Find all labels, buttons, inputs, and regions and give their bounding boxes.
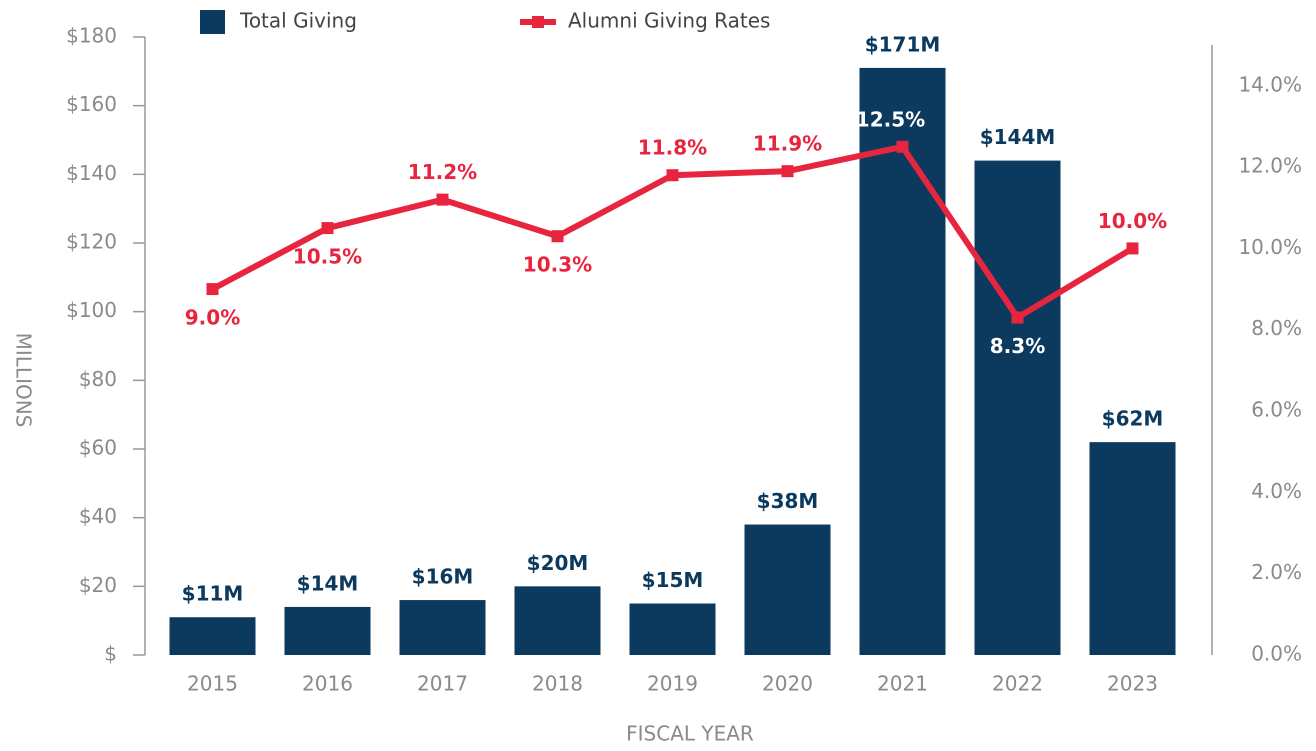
- line-marker: [321, 222, 334, 235]
- y-tick-label: $120: [66, 230, 117, 254]
- line-marker: [1126, 242, 1139, 255]
- y-tick-label: $180: [66, 24, 117, 48]
- y-tick-label: $100: [66, 298, 117, 322]
- y-tick-label: $40: [79, 504, 117, 528]
- x-tick-label: 2018: [532, 672, 583, 696]
- line-marker: [436, 193, 449, 206]
- y-tick-label: $60: [79, 436, 117, 460]
- x-tick-label: 2022: [992, 672, 1043, 696]
- bar: [169, 617, 256, 655]
- bar-value-label: $171M: [865, 32, 941, 56]
- y-axis-label: MILLIONS: [12, 333, 36, 428]
- x-axis-label: FISCAL YEAR: [626, 722, 754, 746]
- x-tick-label: 2015: [187, 672, 238, 696]
- line-value-label: 10.0%: [1098, 209, 1167, 233]
- line-marker: [1011, 311, 1024, 324]
- bar-value-label: $15M: [642, 568, 704, 592]
- line-value-label: 11.2%: [408, 160, 477, 184]
- legend-swatch: [532, 16, 544, 28]
- x-tick-label: 2020: [762, 672, 813, 696]
- y2-tick-label: 2.0%: [1251, 560, 1302, 584]
- y-tick-label: $160: [66, 92, 117, 116]
- line-value-label: 11.8%: [638, 136, 707, 160]
- y2-tick-label: 6.0%: [1251, 398, 1302, 422]
- bar: [399, 600, 486, 655]
- bar-value-label: $62M: [1102, 407, 1164, 431]
- line-marker: [666, 169, 679, 182]
- line-value-label: 9.0%: [185, 306, 240, 330]
- bar-value-label: $20M: [527, 551, 589, 575]
- legend-swatch: [200, 10, 225, 34]
- line-marker: [896, 140, 909, 153]
- bar-value-label: $11M: [182, 582, 244, 606]
- bar: [859, 67, 946, 655]
- y2-tick-label: 12.0%: [1238, 154, 1302, 178]
- x-tick-label: 2016: [302, 672, 353, 696]
- x-tick-label: 2023: [1107, 672, 1158, 696]
- bar-value-label: $144M: [980, 125, 1056, 149]
- x-tick-label: 2021: [877, 672, 928, 696]
- bar-value-label: $14M: [297, 571, 359, 595]
- line-marker: [781, 165, 794, 178]
- line-marker: [206, 283, 219, 296]
- line-value-label: 12.5%: [856, 107, 925, 131]
- line-marker: [551, 230, 564, 243]
- bar: [629, 603, 716, 655]
- y-tick-label: $: [104, 642, 117, 666]
- bar-value-label: $16M: [412, 565, 474, 589]
- y-tick-label: $140: [66, 161, 117, 185]
- y2-tick-label: 14.0%: [1238, 72, 1302, 96]
- bar-value-label: $38M: [757, 489, 819, 513]
- line-value-label: 8.3%: [990, 334, 1045, 358]
- line-value-label: 10.3%: [523, 253, 592, 277]
- bar: [284, 606, 371, 655]
- y2-tick-label: 4.0%: [1251, 479, 1302, 503]
- y2-tick-label: 0.0%: [1251, 642, 1302, 666]
- bar: [514, 586, 601, 655]
- y-tick-label: $80: [79, 367, 117, 391]
- line-value-label: 10.5%: [293, 245, 362, 269]
- bar: [974, 160, 1061, 655]
- y2-tick-label: 10.0%: [1238, 235, 1302, 259]
- legend-label: Total Giving: [239, 9, 357, 33]
- bar: [744, 524, 831, 655]
- legend-label: Alumni Giving Rates: [568, 9, 770, 33]
- x-tick-label: 2017: [417, 672, 468, 696]
- y-tick-label: $20: [79, 573, 117, 597]
- bar: [1089, 442, 1176, 655]
- line-value-label: 11.9%: [753, 132, 822, 156]
- y2-tick-label: 8.0%: [1251, 316, 1302, 340]
- x-tick-label: 2019: [647, 672, 698, 696]
